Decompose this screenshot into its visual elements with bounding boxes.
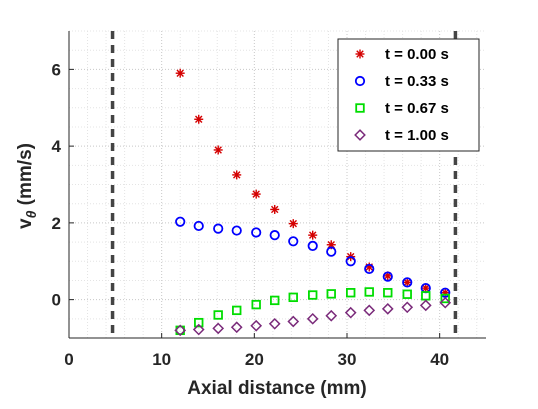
x-tick-label: 20 [245,350,264,369]
asterisk-stroke [176,69,184,77]
asterisk-stroke [214,146,222,154]
data-point [383,288,393,298]
data-point [402,277,413,288]
data-point [421,283,431,293]
data-point [232,305,242,316]
data-point [174,324,187,337]
data-point [326,246,337,257]
legend-marker [354,129,366,141]
data-point [268,317,281,330]
data-point [213,145,223,155]
data-point [346,288,356,298]
data-point [325,309,338,322]
data-point [364,263,375,275]
legend-marker [355,49,365,59]
y-axis-label-unit: (mm/s) [15,143,36,211]
data-point [194,317,204,328]
asterisk-stroke [289,219,297,228]
data-point [194,114,204,124]
data-point [308,290,318,300]
y-tick-label: 0 [52,291,61,310]
legend-label: t = 1.00 s [385,127,449,144]
y-axis-label-base: v [15,218,36,229]
data-point [269,230,280,241]
data-point [231,225,242,236]
data-point [326,240,336,250]
data-point [175,68,185,78]
asterisk-stroke [356,50,364,58]
data-points [174,68,452,337]
data-point [308,230,318,240]
data-point [251,299,261,310]
data-point [288,219,298,229]
series-circle [175,216,451,298]
reference-lines [110,31,458,338]
y-tick-label: 4 [52,137,62,156]
asterisk-stroke [403,278,411,287]
data-point [440,293,450,304]
data-point [232,170,242,180]
y-axis-label-subscript: θ [23,210,39,218]
legend: t = 0.00 s t = 0.33 s t = 0.67 s t = 1.00 s [337,38,480,152]
x-axis-label: Axial distance (mm) [187,378,367,399]
data-point [287,315,300,328]
data-point [213,223,224,234]
asterisk-stroke [327,241,335,249]
series-diamond [174,296,452,337]
legend-marker [355,103,365,113]
data-point [192,323,205,336]
y-tick-label: 6 [52,60,61,79]
y-axis-label: vθ (mm/s) [15,143,39,229]
data-point [419,299,432,312]
x-tick-label: 10 [152,350,171,369]
data-point [364,287,374,297]
data-point [193,220,204,232]
data-point [344,306,357,319]
data-point [251,189,261,199]
asterisk-stroke [308,231,317,239]
asterisk-stroke [270,205,279,214]
series-square [175,287,450,336]
data-point [306,312,319,325]
x-tick-label: 0 [64,350,73,369]
tick-labels: 0 10 20 30 40 0 2 4 6 [52,60,450,369]
data-point [439,296,452,309]
data-point [382,271,393,282]
data-point [270,295,280,306]
legend-label: t = 0.67 s [385,100,449,117]
data-point [230,321,243,334]
data-point [402,277,412,287]
data-point [288,292,298,303]
y-tick-label: 2 [52,214,61,233]
data-point [175,216,186,227]
data-point [326,289,336,299]
x-tick-label: 30 [338,350,357,369]
data-point [401,301,414,314]
data-point [250,319,263,332]
asterisk-stroke [194,115,203,123]
x-tick-label: 40 [430,350,449,369]
data-point [270,204,280,214]
legend-label: t = 0.33 s [385,73,449,90]
data-point [381,302,394,315]
axes [68,31,486,339]
legend-label: t = 0.00 s [385,46,449,63]
legend-marker [354,75,366,87]
grid [68,30,486,339]
asterisk-stroke [232,171,241,179]
data-point [363,304,376,317]
data-point [402,289,412,299]
asterisk-stroke [252,190,260,198]
data-point [307,240,318,251]
asterisk-stroke [422,284,430,292]
data-point [212,322,225,335]
data-point [288,236,299,247]
data-point [251,227,262,238]
data-point [213,310,223,320]
data-point [345,256,356,267]
